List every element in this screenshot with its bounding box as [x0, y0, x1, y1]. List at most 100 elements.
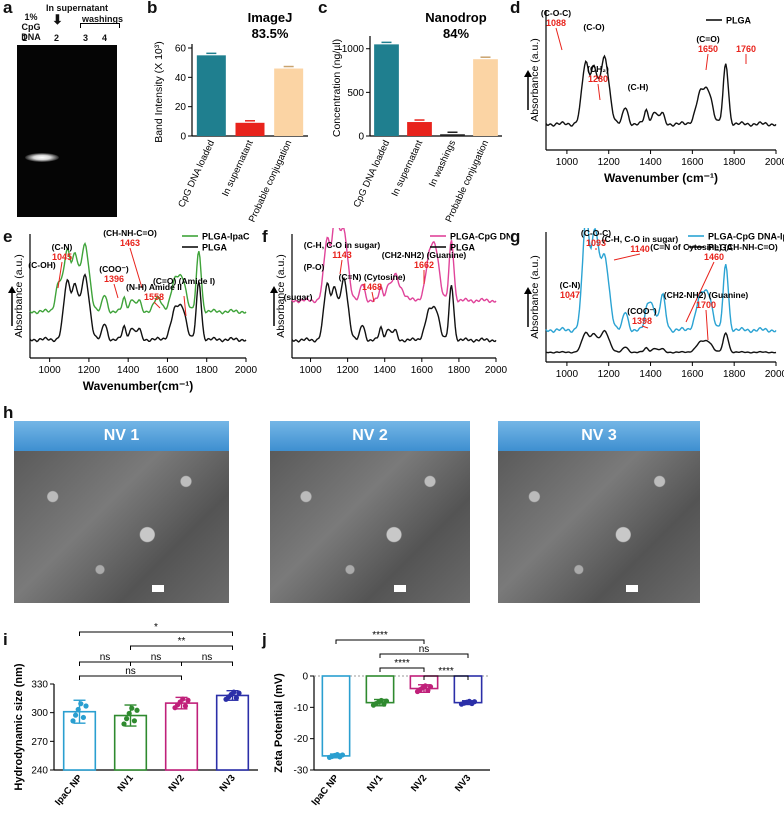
significance-bracket	[181, 661, 233, 666]
data-point	[236, 690, 242, 696]
annotation-pointer	[339, 259, 343, 275]
annotation-value: 1045	[52, 252, 72, 262]
significance-label: ns	[419, 644, 430, 655]
arrow-up-icon	[524, 287, 532, 294]
x-tick-label: 1000	[299, 365, 322, 376]
annotation-pointer	[613, 253, 641, 261]
annotation-group: (sugar)	[284, 292, 313, 302]
x-tick-label: 1400	[639, 369, 662, 380]
significance-label: ns	[151, 652, 162, 663]
chart-i: 240 270 300 330 Hydrodynamic size (nm) IpaC N…	[13, 622, 258, 808]
significance-label: ****	[394, 658, 410, 669]
annotation-value: 1143	[332, 250, 352, 260]
x-tick-label: 1400	[639, 157, 662, 168]
sem-panel-nv1: NV 1	[14, 421, 229, 603]
x-tick-label: 1800	[196, 365, 219, 376]
data-point	[231, 689, 237, 695]
annotation-pointer	[129, 247, 143, 289]
series-line	[545, 329, 777, 354]
data-point	[180, 696, 186, 702]
significance-label: ns	[202, 652, 213, 663]
sem-image-nv3	[498, 451, 700, 603]
annotation-group: (CH2-NH2) (Guanine)	[382, 250, 467, 260]
significance-label: ns	[125, 666, 136, 677]
scale-bar	[626, 585, 638, 592]
chart-e: 1000 1200 1400 1600 1800 2000 Wavenumber(cm⁻¹)…	[8, 228, 258, 393]
annotation-pointer	[371, 291, 375, 303]
data-point	[233, 695, 239, 701]
lane-header-label: 1% CpG DNA	[21, 12, 41, 42]
y-tick-label: 300	[31, 708, 48, 719]
category-label: CpG DNA loaded	[176, 139, 217, 210]
x-tick-label: 1000	[556, 369, 579, 380]
category-label: In supernatant	[390, 138, 426, 198]
data-point	[78, 701, 84, 707]
panel-label-j: j	[262, 630, 267, 649]
y-tick-label: -20	[294, 734, 309, 745]
data-point	[422, 683, 428, 689]
annotation-group: (CH2-NH2) (Guanine)	[664, 290, 749, 300]
y-tick-label: 1000	[342, 44, 365, 55]
y-tick-label: 500	[347, 88, 364, 99]
y-tick-label: 270	[31, 737, 48, 748]
annotation-group: (C-H, C-O in sugar)	[602, 234, 679, 244]
annotation-pointer	[153, 301, 161, 309]
sem-title-nv2: NV 2	[270, 421, 470, 451]
panel-label-b: b	[147, 0, 158, 17]
panel-label-h: h	[3, 403, 14, 422]
annotation-group: (C=O)	[696, 34, 720, 44]
annotation-group: (C-O-C)	[581, 228, 611, 238]
annotation-pointer	[113, 283, 119, 299]
chart-subtitle: 83.5%	[252, 26, 289, 41]
y-tick-label: 0	[302, 672, 308, 683]
bar	[274, 68, 304, 136]
bar	[440, 134, 465, 136]
arrow-down-icon: ⬇	[52, 12, 63, 27]
category-label: CpG DNA loaded	[351, 139, 392, 210]
data-point	[471, 699, 478, 705]
chart-d: 1000 1200 1400 1600 1800 2000 Wavenumber (cm⁻¹…	[524, 8, 784, 185]
annotation-value: 1760	[736, 44, 756, 54]
annotation-pointer	[705, 309, 709, 341]
y-tick-label: -30	[294, 766, 309, 777]
washings-bracket	[80, 23, 120, 28]
annotation-group: (C=N) (Cytosine)	[339, 272, 406, 282]
legend-label: PLGA-IpaC	[202, 232, 250, 242]
annotation-group: (P-O)	[304, 262, 325, 272]
x-tick-label: 2000	[485, 365, 508, 376]
y-axis-label: Hydrodynamic size (nm)	[13, 663, 25, 790]
y-tick-label: -10	[294, 703, 309, 714]
annotation-pointer	[641, 325, 649, 329]
arrow-up-icon	[524, 70, 532, 77]
chart-g: 1000 1200 1400 1600 1800 2000 Absorbance (a.u.…	[524, 228, 784, 380]
x-tick-label: 1000	[39, 365, 62, 376]
x-tick-label: 1600	[681, 157, 704, 168]
data-point	[126, 710, 132, 717]
y-tick-label: 20	[175, 102, 187, 113]
y-tick-label: 240	[31, 766, 48, 777]
data-point	[182, 703, 188, 709]
sem-image-nv1	[14, 451, 229, 603]
legend-label: PLGA	[202, 243, 228, 253]
significance-bracket	[79, 631, 233, 636]
annotation-value: 1700	[696, 300, 716, 310]
x-tick-label: 1600	[156, 365, 179, 376]
data-point	[185, 697, 191, 703]
series-line	[545, 228, 777, 334]
y-axis-label: Concentration (ng/µl)	[331, 39, 343, 137]
annotation-value: 1396	[104, 274, 124, 284]
series-line	[545, 54, 777, 128]
annotation-group: (C=N of Cytosine) (CH-NH-C=O)	[650, 242, 778, 252]
data-point	[121, 721, 127, 727]
annotation-group: (C-OH)	[28, 260, 56, 270]
y-axis-label: Zeta Potential (mV)	[273, 673, 285, 773]
chart-f: 1000 1200 1400 1600 1800 2000 Absorbance (a.u.…	[270, 228, 510, 376]
category-label: In washings	[427, 138, 458, 188]
data-point	[131, 718, 137, 724]
bar	[235, 122, 265, 136]
significance-bracket	[130, 645, 233, 650]
annotation-pointer	[597, 83, 601, 101]
legend-label: PLGA	[708, 243, 734, 253]
bar	[453, 675, 483, 704]
category-label: Probable conjugation	[247, 139, 295, 225]
